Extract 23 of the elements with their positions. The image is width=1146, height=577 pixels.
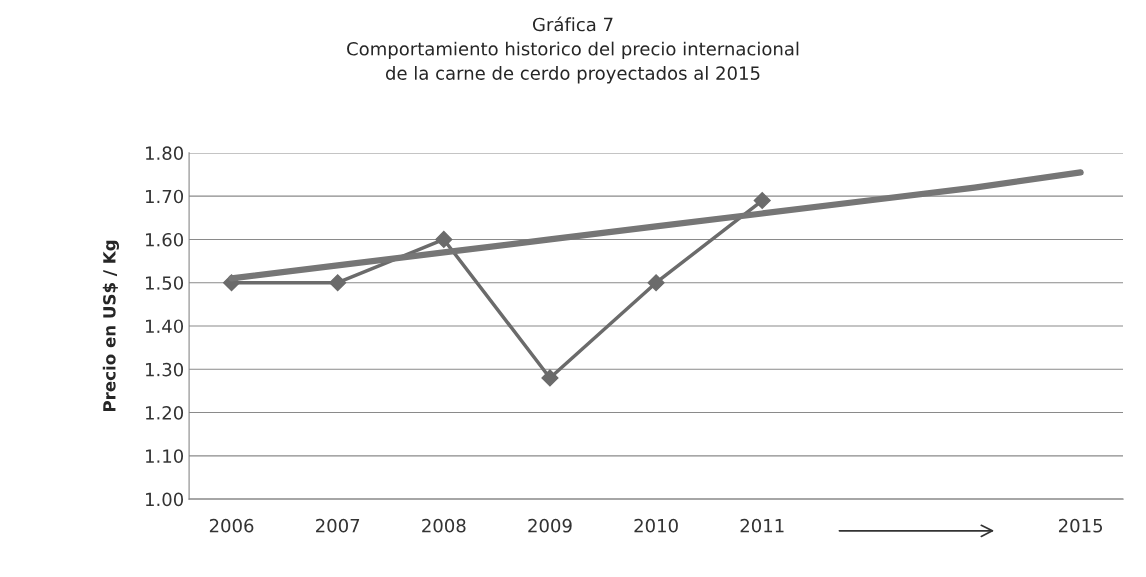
y-tick-label: 1.40 <box>146 319 184 334</box>
point <box>541 369 559 387</box>
point <box>753 191 771 210</box>
y-tick-label: 1.80 <box>146 146 184 161</box>
y-tick-label: 1.20 <box>146 406 184 420</box>
point <box>647 274 665 292</box>
y-tick-label: 1.00 <box>146 492 184 507</box>
chart-title: Gráfica 7 Comportamiento historico del precio internacional de la carne de cerdo proyectados al 2015 <box>347 16 799 84</box>
y-tick-label: 1.50 <box>146 276 184 290</box>
y-tick-label: 1.10 <box>146 449 184 463</box>
x-tick-label: 2007 <box>316 518 360 533</box>
x-tick-label: 2011 <box>740 518 784 533</box>
y-tick-label: 1.60 <box>146 232 184 247</box>
x-tick-label: 2008 <box>422 518 466 533</box>
y-tick-label: 1.70 <box>146 189 184 204</box>
point <box>435 230 453 249</box>
y-tick-label: 1.30 <box>146 362 184 377</box>
point <box>329 274 347 292</box>
x-tick-label: 2006 <box>209 518 254 533</box>
x-tick-label: 2015 <box>1058 518 1103 533</box>
x-tick-label: 2010 <box>634 518 678 533</box>
y-axis-title: Precio en US$ / Kg <box>102 240 120 412</box>
x-tick-label: 2009 <box>528 518 572 533</box>
